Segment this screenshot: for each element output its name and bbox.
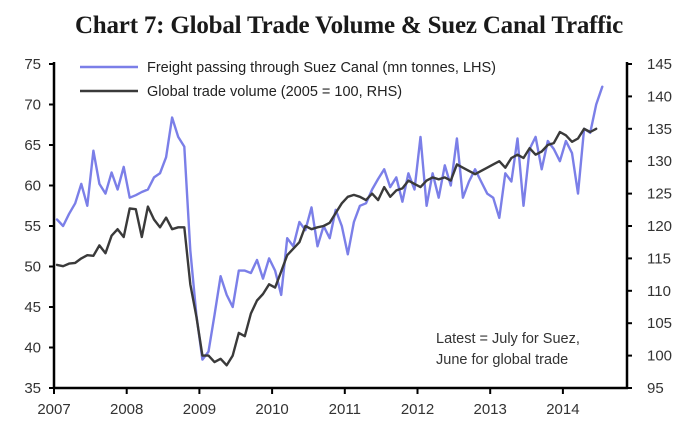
series-line-global-trade <box>55 127 598 367</box>
right-axis-tick-label: 95 <box>647 380 664 397</box>
x-axis-tick-label: 2012 <box>401 401 434 418</box>
annotation-line: June for global trade <box>436 352 568 368</box>
x-axis-tick-label: 2010 <box>255 401 288 418</box>
left-axis-tick-label: 65 <box>24 137 41 154</box>
x-axis-tick-label: 2011 <box>329 401 361 418</box>
right-axis-tick-label: 105 <box>647 315 672 332</box>
left-axis-tick-label: 50 <box>24 259 41 276</box>
x-axis-tick-label: 2009 <box>183 401 216 418</box>
x-axis-tick-label: 2014 <box>546 401 579 418</box>
left-axis-tick-label: 60 <box>24 178 41 195</box>
right-axis-tick-label: 115 <box>647 250 671 267</box>
series-layer <box>55 85 604 367</box>
left-axis-tick-label: 35 <box>24 380 41 397</box>
legend: Freight passing through Suez Canal (mn t… <box>80 60 496 100</box>
series-line-suez-freight <box>55 85 604 361</box>
annotation: Latest = July for Suez, June for global t… <box>436 331 580 368</box>
right-axis-tick-label: 130 <box>647 153 672 170</box>
right-axis-tick-label: 120 <box>647 218 672 235</box>
annotation-line: Latest = July for Suez, <box>436 331 580 347</box>
right-axis-tick-label: 140 <box>647 88 672 105</box>
axes: 35 40 45 50 55 60 65 70 75 95 100 105 110 115 120 125 13… <box>24 56 672 418</box>
chart-title: Chart 7: Global Trade Volume & Suez Cana… <box>74 12 624 39</box>
legend-label: Freight passing through Suez Canal (mn t… <box>147 60 496 76</box>
x-axis-tick-label: 2013 <box>474 401 507 418</box>
right-axis-tick-label: 145 <box>647 56 672 73</box>
x-axis-tick-label: 2008 <box>110 401 143 418</box>
x-axis-tick-label: 2007 <box>37 401 70 418</box>
right-axis-tick-label: 135 <box>647 121 672 138</box>
left-axis-tick-label: 45 <box>24 299 41 316</box>
left-axis-tick-label: 40 <box>24 340 41 357</box>
left-axis-tick-label: 55 <box>24 218 41 235</box>
right-axis-tick-label: 125 <box>647 186 672 203</box>
left-axis-tick-label: 70 <box>24 97 41 114</box>
left-axis-tick-label: 75 <box>24 56 41 73</box>
legend-label: Global trade volume (2005 = 100, RHS) <box>147 84 402 100</box>
right-axis-tick-label: 110 <box>647 283 671 300</box>
right-axis-tick-label: 100 <box>647 348 672 365</box>
